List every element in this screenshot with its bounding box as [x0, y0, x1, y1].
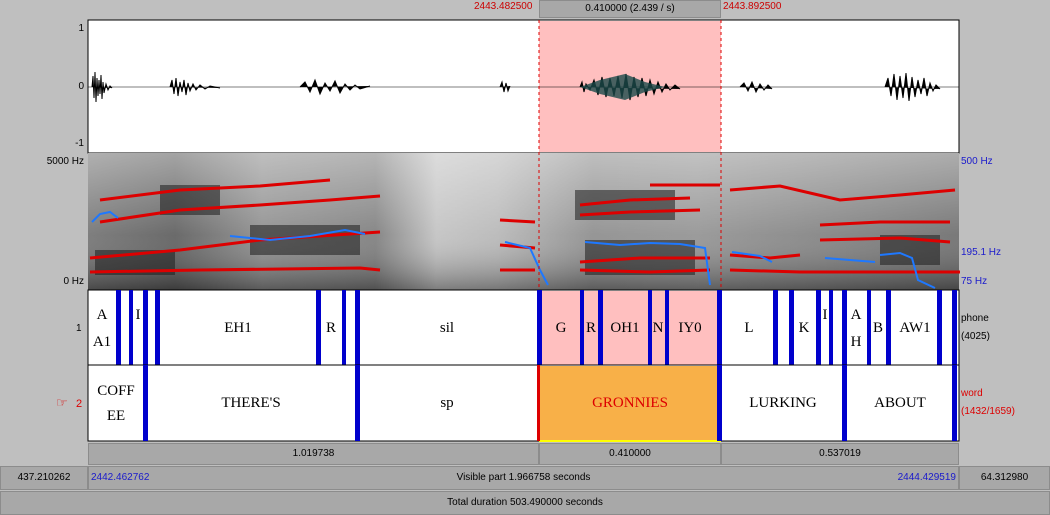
word-tier-panel — [87, 364, 960, 442]
word-label[interactable]: COFF — [97, 383, 135, 399]
pitch-axis-bottom: 75 Hz — [961, 276, 988, 287]
selection-start-time: 2443.482500 — [474, 1, 533, 12]
word-label[interactable]: ABOUT — [874, 395, 926, 411]
phone-label[interactable]: N — [652, 320, 664, 336]
word-boundaries — [143, 365, 957, 441]
word-tier-index: 2 — [76, 398, 83, 410]
word-label[interactable]: sp — [440, 395, 454, 411]
phone-label[interactable]: sil — [439, 320, 455, 336]
phone-label[interactable]: I — [135, 307, 141, 323]
phone-tier-name: phone — [961, 313, 989, 324]
phone-label[interactable]: R — [585, 320, 597, 336]
interval-selection-bar[interactable]: 0.410000 — [539, 443, 721, 465]
waveform-panel — [87, 19, 960, 154]
phone-tier-panel — [87, 289, 960, 366]
phone-label[interactable]: R — [325, 320, 337, 336]
phone-label[interactable]: EH1 — [224, 320, 252, 336]
phone-label[interactable]: H — [850, 334, 862, 350]
phone-label[interactable]: A1 — [92, 334, 112, 350]
word-label-selected[interactable]: GRONNIES — [592, 395, 668, 411]
spectrogram-freq-top: 5000 Hz — [46, 156, 84, 167]
word-label[interactable]: THERE'S — [221, 395, 281, 411]
word-tier-pointer-icon[interactable]: ☞ — [56, 395, 68, 410]
visible-part-bar[interactable]: 2442.462762 Visible part 1.966758 second… — [88, 466, 959, 490]
spectrogram-freq-bottom: 0 Hz — [63, 276, 84, 287]
waveform-axis-mid: 0 — [78, 81, 84, 92]
pitch-axis-top: 500 Hz — [961, 156, 993, 167]
total-duration-bar[interactable]: Total duration 503.490000 seconds — [0, 491, 1050, 515]
phone-tier-count: (4025) — [961, 331, 990, 342]
phone-boundaries — [116, 290, 957, 365]
phone-tier-index: 1 — [76, 323, 82, 334]
selection-duration-bar[interactable]: 0.410000 (2.439 / s) — [539, 0, 721, 18]
phone-label[interactable]: IY0 — [678, 320, 702, 336]
pitch-axis-mid: 195.1 Hz — [961, 247, 1002, 258]
phone-label[interactable]: G — [555, 320, 567, 336]
phone-label[interactable]: A — [96, 307, 108, 323]
phone-label[interactable]: L — [744, 320, 754, 336]
word-selected-interval — [539, 366, 721, 441]
waveform-axis-top: 1 — [78, 23, 84, 34]
word-label[interactable]: EE — [106, 408, 126, 424]
phone-label[interactable]: I — [822, 307, 828, 323]
phone-label[interactable]: AW1 — [899, 320, 931, 336]
visible-part-label: Visible part 1.966758 seconds — [456, 472, 591, 483]
formant-tracks — [89, 178, 960, 274]
left-total-bar[interactable]: 437.210262 — [0, 466, 88, 490]
waveform-axis-bottom: -1 — [75, 138, 84, 149]
visible-start-time: 2442.462762 — [91, 472, 150, 483]
phone-label[interactable]: K — [798, 320, 810, 336]
word-label[interactable]: LURKING — [749, 395, 817, 411]
pitch-contour — [91, 210, 936, 289]
right-total-bar[interactable]: 64.312980 — [959, 466, 1050, 490]
visible-end-time: 2444.429519 — [897, 472, 956, 483]
phone-label[interactable]: A — [850, 307, 862, 323]
word-tier-count: (1432/1659) — [961, 406, 1015, 417]
interval-right-bar[interactable]: 0.537019 — [721, 443, 959, 465]
phone-label[interactable]: OH1 — [610, 320, 640, 336]
word-tier-name: word — [961, 388, 983, 399]
interval-left-bar[interactable]: 1.019738 — [88, 443, 539, 465]
phone-label[interactable]: B — [872, 320, 884, 336]
selection-end-time: 2443.892500 — [723, 1, 782, 12]
